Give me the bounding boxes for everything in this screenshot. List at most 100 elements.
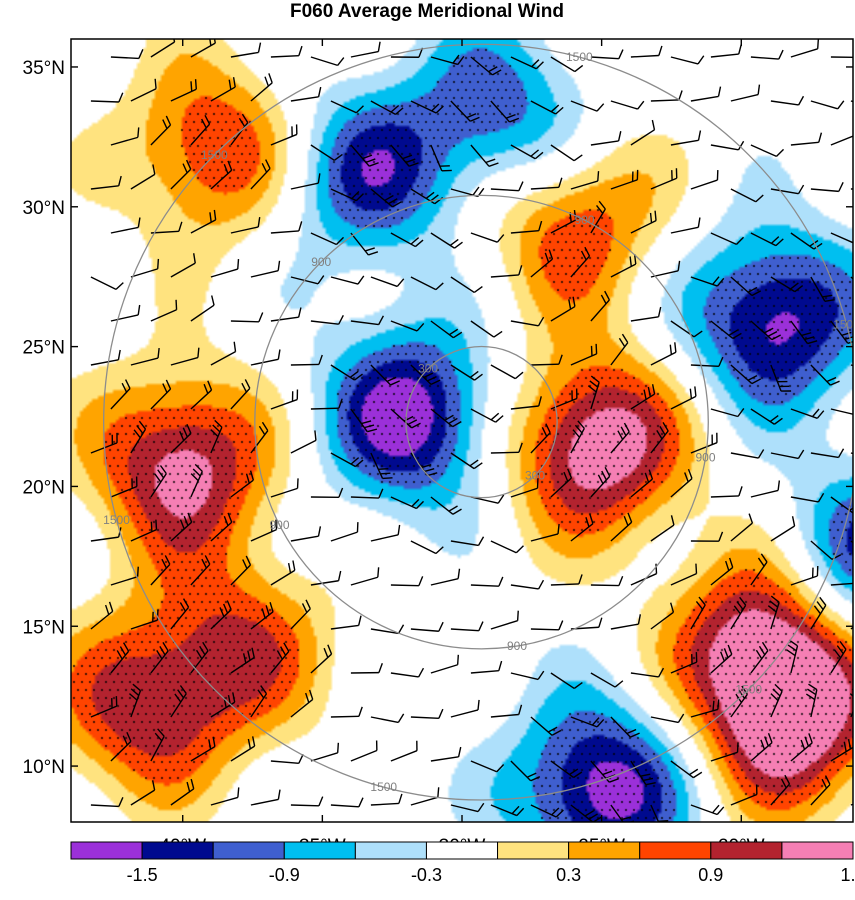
wind-barb bbox=[710, 408, 745, 418]
wind-barb bbox=[310, 742, 340, 762]
wind-barb bbox=[790, 565, 819, 586]
wind-barb bbox=[330, 797, 364, 808]
wind-barb bbox=[630, 384, 656, 410]
wind-barb bbox=[670, 563, 698, 586]
wind-barb bbox=[150, 299, 178, 322]
wind-barb bbox=[570, 246, 591, 278]
wind-barb bbox=[150, 555, 171, 586]
wind-barb bbox=[350, 488, 384, 499]
wind-barb bbox=[150, 728, 165, 762]
colorbar-swatch bbox=[568, 841, 641, 860]
wind-barb bbox=[650, 90, 683, 102]
wind-barb bbox=[510, 579, 545, 590]
wind-barb bbox=[590, 576, 624, 587]
wind-barb bbox=[770, 184, 805, 195]
wind-barb bbox=[630, 210, 657, 234]
y-tick-label: 20°N bbox=[23, 477, 65, 498]
wind-barb bbox=[230, 470, 255, 498]
wind-barb bbox=[790, 492, 825, 503]
range-rings: 300 300 900 900 900 900 900 1500 1500 1500 1500 150… bbox=[103, 43, 855, 801]
colorbar-swatch bbox=[212, 841, 285, 860]
y-tick-label: 10°N bbox=[23, 757, 65, 778]
wind-barb bbox=[650, 804, 669, 822]
wind-barb bbox=[210, 77, 236, 102]
wind-barb bbox=[110, 566, 139, 586]
wind-barb bbox=[110, 379, 131, 410]
wind-barb bbox=[490, 610, 519, 630]
wind-barb bbox=[390, 144, 419, 167]
wind-barb bbox=[650, 342, 677, 366]
wind-barb bbox=[510, 760, 541, 782]
colorbar-label: -0.3 bbox=[411, 865, 442, 885]
wind-barb bbox=[530, 620, 564, 631]
colorbar-swatch bbox=[639, 841, 712, 860]
wind-barb bbox=[270, 478, 299, 498]
wind-barb bbox=[570, 420, 585, 454]
wind-barb bbox=[750, 408, 783, 425]
wind-barb bbox=[690, 276, 725, 287]
wind-barb bbox=[710, 232, 745, 245]
wind-barb bbox=[310, 570, 342, 586]
wind-barb bbox=[390, 667, 425, 678]
wind-barb bbox=[770, 276, 804, 293]
wind-barb bbox=[410, 100, 444, 114]
wind-barb bbox=[330, 275, 365, 285]
wind-barb bbox=[150, 465, 167, 498]
wind-barb bbox=[190, 209, 217, 234]
wind-barb bbox=[710, 486, 743, 498]
range-ring-label: 1500 bbox=[566, 50, 593, 64]
wind-barb bbox=[190, 463, 203, 498]
wind-barb bbox=[410, 276, 444, 291]
wind-barb bbox=[490, 181, 524, 192]
wind-barb bbox=[650, 713, 685, 724]
wind-barb bbox=[110, 476, 138, 498]
wind-barb bbox=[710, 742, 739, 762]
wind-barb bbox=[490, 540, 524, 554]
wind-barb bbox=[250, 685, 268, 718]
wind-barb bbox=[530, 249, 554, 278]
wind-barb bbox=[170, 685, 187, 718]
wind-barb bbox=[690, 596, 706, 630]
wind-barb bbox=[490, 265, 523, 278]
wind-barb bbox=[290, 796, 324, 807]
wind-barb bbox=[750, 553, 768, 586]
wind-barb bbox=[90, 175, 122, 190]
wind-barb bbox=[690, 432, 718, 454]
wind-barb bbox=[470, 576, 504, 587]
wind-barb bbox=[390, 232, 424, 248]
wind-barb bbox=[150, 221, 183, 234]
wind-barb bbox=[770, 95, 805, 106]
wind-barb bbox=[730, 513, 754, 542]
colorbar-swatch bbox=[141, 841, 214, 860]
wind-barb bbox=[250, 519, 278, 542]
wind-barb bbox=[690, 531, 724, 542]
wind-barb bbox=[510, 396, 542, 410]
colorbar-swatch bbox=[425, 841, 499, 860]
wind-barb bbox=[770, 364, 792, 392]
wind-barb bbox=[690, 804, 725, 816]
wind-barb bbox=[270, 389, 299, 410]
wind-barb bbox=[730, 784, 758, 806]
wind-barb bbox=[410, 540, 444, 555]
wind-barb bbox=[630, 760, 656, 786]
wind-barb bbox=[330, 615, 362, 630]
wind-barb bbox=[810, 364, 840, 386]
wind-barb bbox=[110, 642, 130, 674]
range-ring-label: 900 bbox=[270, 518, 290, 532]
wind-barb bbox=[630, 306, 662, 322]
wind-barb bbox=[210, 787, 240, 806]
wind-barb bbox=[430, 746, 462, 762]
wind-barb bbox=[610, 512, 633, 542]
wind-barb bbox=[250, 421, 269, 454]
y-tick-label: 15°N bbox=[23, 617, 65, 638]
wind-barb bbox=[630, 563, 658, 586]
range-ring-label: 1500 bbox=[735, 682, 762, 696]
wind-barb bbox=[750, 732, 773, 762]
wind-barb bbox=[550, 468, 573, 498]
wind-barb bbox=[430, 54, 465, 66]
wind-barb bbox=[270, 45, 303, 58]
range-ring-label: 1500 bbox=[833, 317, 855, 331]
wind-barb bbox=[230, 113, 249, 146]
wind-barb bbox=[630, 667, 665, 678]
wind-barb bbox=[730, 276, 762, 297]
